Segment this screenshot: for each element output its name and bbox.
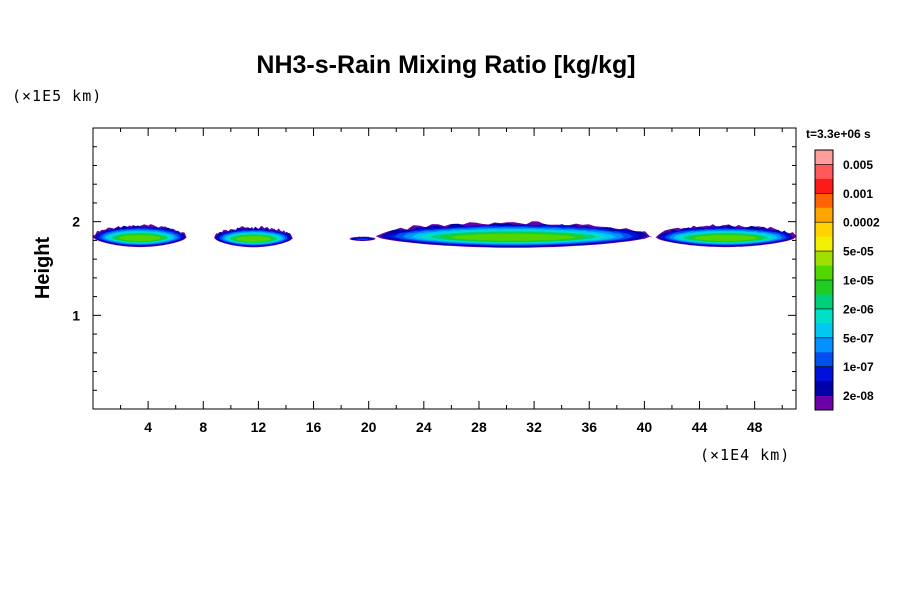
colorbar-swatch [815, 323, 833, 339]
colorbar-swatch [815, 207, 833, 223]
x-tick-labels: 4 8 12 16 20 24 28 32 36 40 44 48 [144, 419, 762, 435]
colorbar-swatch [815, 352, 833, 368]
x-tick-label: 4 [144, 419, 152, 435]
x-tick-label: 32 [526, 419, 542, 435]
x-tick-label: 24 [416, 419, 432, 435]
colorbar-label: 2e-08 [843, 389, 874, 403]
cloud-bands [93, 221, 796, 248]
x-tick-label: 40 [637, 419, 653, 435]
colorbar-label: 0.001 [843, 187, 873, 201]
colorbar-swatch [815, 193, 833, 209]
colorbar-swatch [815, 308, 833, 324]
colorbar-swatch [815, 294, 833, 310]
contour-layer [235, 236, 272, 242]
colorbar-swatch [815, 381, 833, 396]
x-tick-label: 44 [692, 419, 708, 435]
cloud-band [655, 224, 796, 248]
axis-ticks [93, 128, 796, 409]
x-unit-label: (×1E4 km) [700, 446, 790, 464]
colorbar-label: 0.005 [843, 158, 873, 172]
colorbar-swatch [815, 178, 833, 194]
colorbar: 0.005 0.001 0.0002 5e-05 1e-05 2e-06 5e-07 1e-0… [814, 149, 880, 411]
contour-layer [694, 234, 758, 242]
plot-background [93, 128, 796, 409]
x-tick-label: 8 [199, 419, 207, 435]
colorbar-label: 1e-05 [843, 274, 874, 288]
colorbar-swatch [815, 280, 833, 295]
chart-title: NH3-s-Rain Mixing Ratio [kg/kg] [256, 51, 635, 79]
cloud-band [375, 221, 652, 248]
y-tick-label: 2 [72, 214, 80, 230]
plot-area [92, 127, 797, 410]
x-tick-label: 28 [471, 419, 487, 435]
colorbar-label: 2e-06 [843, 302, 874, 316]
x-tick-label: 20 [361, 419, 377, 435]
y-tick-label: 1 [72, 307, 80, 323]
cloud-band [93, 224, 187, 248]
colorbar-swatch [815, 150, 833, 165]
y-axis-label: Height [32, 237, 54, 300]
cloud-band [214, 226, 293, 248]
y-unit-label: (×1E5 km) [12, 87, 102, 105]
colorbar-swatch [815, 222, 833, 238]
contour-layer [118, 234, 161, 242]
colorbar-swatch [815, 337, 833, 353]
y-tick-labels: 12 [72, 214, 80, 324]
colorbar-label: 1e-07 [843, 360, 874, 374]
x-tick-label: 12 [251, 419, 267, 435]
colorbar-label: 0.0002 [843, 216, 880, 230]
colorbar-swatch [815, 366, 833, 382]
plot-frame [92, 127, 797, 410]
colorbar-swatch [815, 265, 833, 281]
x-tick-label: 48 [747, 419, 763, 435]
time-label: t=3.3e+06 s [806, 127, 871, 141]
colorbar-swatch [815, 236, 833, 252]
colorbar-swatch [815, 251, 833, 266]
x-tick-label: 36 [581, 419, 597, 435]
cloud-band [349, 236, 376, 241]
contour-layer [356, 238, 369, 240]
x-tick-label: 16 [306, 419, 322, 435]
colorbar-label: 5e-07 [843, 331, 874, 345]
colorbar-swatch [815, 395, 833, 411]
colorbar-swatch [815, 164, 833, 180]
contour-layer [451, 233, 576, 241]
colorbar-label: 5e-05 [843, 245, 874, 259]
